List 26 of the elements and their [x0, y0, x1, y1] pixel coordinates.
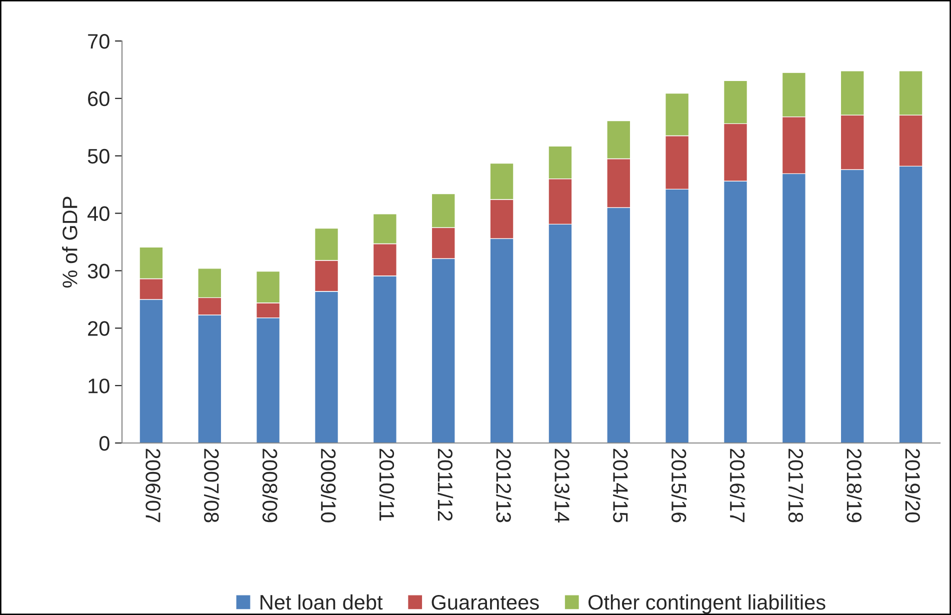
y-tick-label: 70 — [88, 34, 110, 49]
x-tick-label: 2011/12 — [438, 448, 454, 521]
x-tick-label: 2019/20 — [905, 448, 920, 522]
y-tick-label: 30 — [88, 264, 110, 278]
x-tick-label: 2008/09 — [262, 448, 278, 522]
y-tick-label: 60 — [88, 91, 110, 106]
x-tick-label: 2007/08 — [204, 448, 220, 522]
y-tick-label: 40 — [88, 206, 110, 222]
x-tick-label: 2017/18 — [788, 448, 804, 522]
x-tick-label: 2016/17 — [730, 448, 746, 522]
x-tick-label: 2014/15 — [613, 448, 628, 522]
y-tick-label: 0 — [99, 436, 110, 451]
x-tick-label: 2009/10 — [320, 448, 336, 522]
legend-label: Other contingent liabilities — [588, 594, 826, 614]
y-tick-label: 10 — [88, 378, 110, 394]
legend-label: Net loan debt — [260, 594, 383, 610]
x-tick-label: 2006/07 — [146, 448, 161, 522]
y-tick-label: 50 — [88, 148, 110, 164]
y-tick-label: 20 — [88, 321, 110, 336]
x-tick-label: 2010/11 — [379, 448, 395, 521]
x-tick-label: 2012/13 — [496, 448, 512, 522]
x-tick-label: 2018/19 — [846, 448, 862, 522]
x-tick-label: 2015/16 — [671, 448, 687, 522]
y-axis-title: % of GDP — [62, 196, 78, 288]
x-tick-label: 2013/14 — [554, 448, 570, 523]
legend-label: Guarantees — [432, 594, 539, 610]
